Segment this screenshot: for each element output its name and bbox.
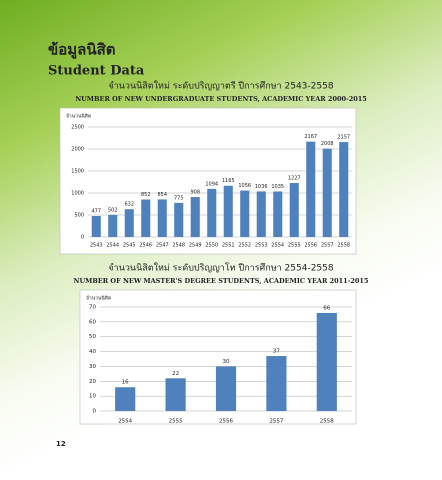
y-tick-label: 40 [89,349,96,355]
chart-subtitle: NUMBER OF NEW MASTER'S DEGREE STUDENTS, … [74,277,369,285]
x-tick-label: 2544 [106,243,119,249]
data-label: 66 [323,305,330,311]
bar [223,185,233,237]
y-tick-label: 30 [89,364,96,370]
bar [141,199,151,237]
data-label: 1035 [271,184,284,190]
bar [289,183,299,237]
page-number: 12 [56,440,66,448]
data-label: 908 [190,190,200,196]
data-label: 2008 [321,141,334,147]
x-tick-label: 2549 [189,243,202,249]
x-tick-label: 2554 [271,243,284,249]
bar [124,209,134,237]
x-tick-label: 2548 [172,243,185,249]
title-th: ข้อมูลนิสิต [48,41,116,60]
x-tick-label: 2545 [123,243,136,249]
chart-title: จำนวนนิสิตใหม่ ระดับปริญญาตรี ปีการศึกษา… [108,81,333,92]
title-en: Student Data [48,64,145,79]
y-tick-label: 70 [89,305,96,311]
x-tick-label: 2555 [169,419,183,425]
data-label: 2167 [304,134,317,140]
data-label: 1036 [255,184,268,190]
x-tick-label: 2557 [269,419,283,425]
data-label: 477 [91,209,101,215]
y-tick-label: 0 [81,235,84,241]
x-tick-label: 2556 [219,419,233,425]
x-tick-label: 2558 [320,419,334,425]
x-tick-label: 2551 [222,243,235,249]
data-label: 502 [108,207,118,213]
x-tick-label: 2552 [238,243,251,249]
bar [215,366,237,411]
bar [256,191,266,237]
bar [157,199,167,237]
y-axis-label: จำนวนนิสิต [66,113,91,120]
x-tick-label: 2546 [139,243,152,249]
data-label: 16 [122,380,129,386]
bar [165,378,186,411]
bar [207,188,217,237]
bar [240,190,250,237]
bar [174,202,184,237]
bar [339,142,349,237]
y-tick-label: 10 [89,394,96,400]
bar [266,356,287,411]
data-label: 1165 [222,178,235,184]
x-tick-label: 2555 [288,243,301,249]
x-tick-label: 2554 [118,419,132,425]
bar [115,387,136,411]
x-tick-label: 2553 [255,243,268,249]
data-label: 22 [172,371,179,377]
bar [273,191,283,237]
x-tick-label: 2558 [337,243,350,249]
bar [316,312,337,411]
bar [322,148,332,237]
y-tick-label: 1000 [71,191,84,197]
data-label: 30 [223,359,230,365]
data-label: 775 [174,195,184,201]
data-label: 1227 [288,176,301,182]
x-tick-label: 2547 [156,243,169,249]
x-tick-label: 2550 [205,243,218,249]
bar [108,214,118,237]
y-tick-label: 1500 [71,169,84,175]
chart-title: จำนวนนิสิตใหม่ ระดับปริญญาโท ปีการศึกษา … [108,263,333,274]
y-tick-label: 0 [93,409,97,415]
y-tick-label: 50 [89,334,96,340]
data-label: 854 [157,192,167,198]
y-tick-label: 20 [89,379,96,385]
y-tick-label: 2000 [71,147,84,153]
y-tick-label: 60 [89,319,96,325]
chart-subtitle: NUMBER OF NEW UNDERGRADUATE STUDENTS, AC… [75,95,367,103]
y-tick-label: 500 [74,213,84,219]
data-label: 632 [124,202,134,208]
bar [306,141,316,237]
data-label: 1056 [238,183,251,189]
bar [91,216,101,237]
bar [190,197,200,237]
x-tick-label: 2556 [304,243,317,249]
data-label: 1094 [205,181,218,187]
data-label: 852 [141,192,151,198]
y-tick-label: 2500 [71,125,84,131]
x-tick-label: 2543 [90,243,103,249]
y-axis-label: จำนวนนิสิต [86,295,111,302]
x-tick-label: 2557 [321,243,334,249]
data-label: 37 [273,349,280,355]
data-label: 2157 [337,135,350,141]
